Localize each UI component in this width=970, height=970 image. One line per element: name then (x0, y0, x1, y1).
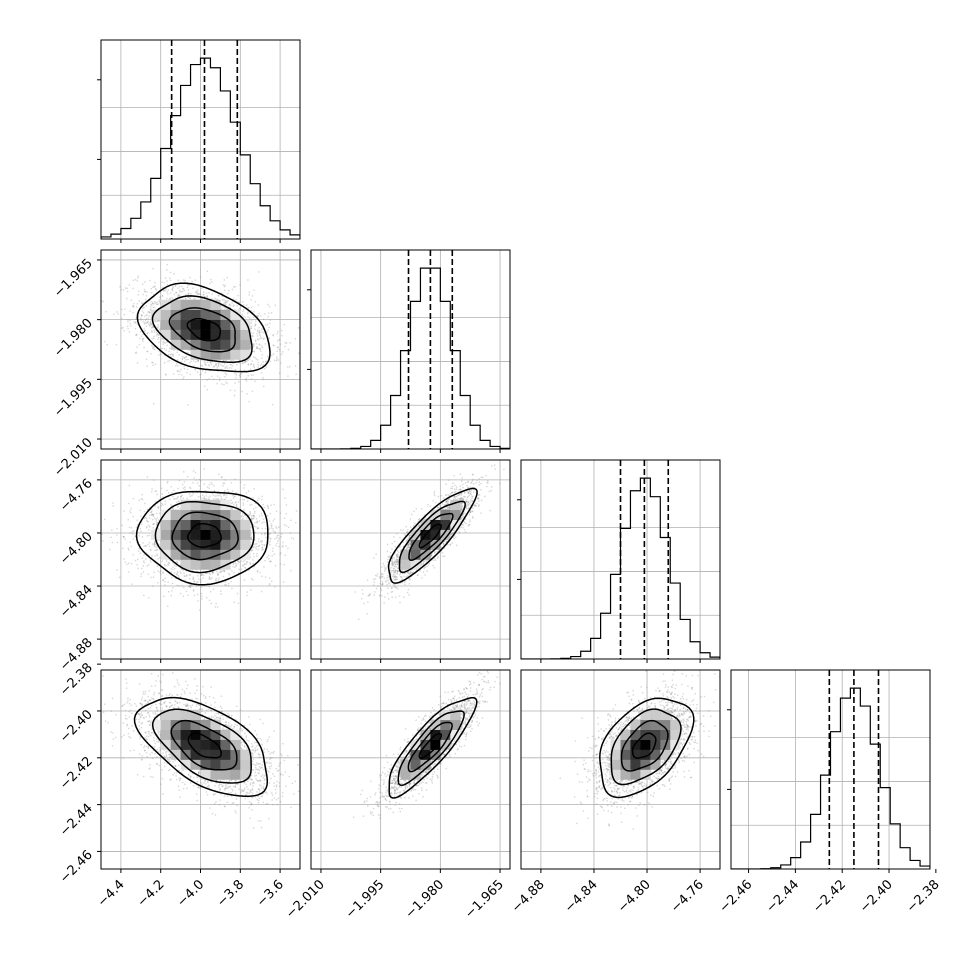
panel-frame-2-1 (310, 459, 511, 660)
contour-3-2-2 (620, 719, 669, 772)
contour-1-0-0 (136, 282, 271, 373)
scatter-panel-1-0 (97, 249, 301, 453)
y-tick-label-2-1: −4.84 (57, 582, 96, 621)
x-tick-label-0-3: −3.8 (214, 877, 247, 910)
histogram-panel-3 (727, 669, 937, 873)
x-tick-label-1-2: −1.980 (403, 877, 448, 922)
scatter-panel-2-1 (310, 459, 511, 663)
x-tick-label-1-0: −2.010 (283, 877, 328, 922)
contour-3-1-0 (388, 697, 478, 799)
contour-3-0-1 (151, 708, 252, 784)
panel-frame-3-2 (520, 669, 721, 870)
panel-frame-2-2 (520, 459, 721, 660)
contour-2-0-1 (154, 500, 255, 574)
contour-2-1-0 (387, 487, 478, 584)
histogram-panel-1 (307, 249, 511, 453)
y-tick-label-2-2: −4.80 (57, 529, 96, 568)
x-tick-label-3-3: −2.40 (857, 877, 896, 916)
panel-frame-3-3 (730, 669, 931, 870)
y-tick-label-2-3: −4.76 (57, 476, 96, 515)
contour-3-0-0 (133, 696, 269, 798)
contour-2-0-2 (171, 511, 239, 561)
x-tick-label-3-0: −2.46 (717, 877, 756, 916)
contour-2-1-2 (408, 512, 454, 562)
contour-2-0-0 (135, 490, 269, 586)
histogram-step-3 (731, 687, 930, 869)
histogram-panel-2 (517, 459, 721, 663)
x-tick-label-3-4: −2.38 (904, 877, 943, 916)
contour-3-0-3 (187, 732, 222, 759)
x-tick-label-0-1: −4.2 (135, 877, 168, 910)
contour-3-1-3 (418, 733, 443, 760)
density-cells-3-1 (400, 709, 461, 780)
x-tick-label-0-4: −3.6 (254, 877, 287, 910)
x-tick-label-1-3: −1.965 (462, 877, 507, 922)
contour-3-2-0 (599, 697, 695, 799)
contour-1-0-3 (186, 317, 222, 342)
contour-3-1-2 (407, 721, 453, 773)
histogram-step-0 (101, 57, 300, 239)
panel-frame-3-1 (310, 669, 511, 870)
y-tick-label-1-2: −1.980 (51, 316, 96, 361)
x-tick-label-3-2: −2.42 (810, 877, 849, 916)
x-tick-label-2-0: −4.88 (509, 877, 548, 916)
panel-frame-1-1 (310, 249, 511, 450)
contour-3-1-1 (397, 710, 465, 787)
contour-3-2-1 (610, 708, 682, 786)
x-tick-label-0-0: −4.4 (95, 877, 128, 910)
y-tick-label-3-3: −2.40 (57, 707, 96, 746)
x-tick-label-2-1: −4.84 (562, 877, 601, 916)
x-tick-label-2-2: −4.80 (615, 877, 654, 916)
density-cells-3-2 (610, 709, 681, 780)
contour-1-0-1 (151, 295, 253, 363)
x-tick-label-3-1: −2.44 (763, 877, 802, 916)
scatter-panel-3-2 (520, 669, 721, 873)
y-tick-label-1-3: −1.965 (51, 256, 96, 301)
histogram-step-1 (311, 267, 510, 449)
contour-1-0-2 (168, 307, 236, 353)
histogram-panel-0 (97, 39, 301, 243)
contour-3-0-2 (170, 719, 238, 771)
contour-2-1-3 (418, 523, 443, 549)
x-tick-label-2-3: −4.76 (668, 877, 707, 916)
contour-2-1-1 (398, 500, 466, 574)
scatter-panel-3-1 (310, 669, 511, 873)
y-tick-label-3-2: −2.42 (57, 754, 96, 793)
contour-2-0-3 (187, 522, 222, 548)
y-tick-label-3-0: −2.46 (57, 848, 96, 887)
y-tick-label-1-1: −1.995 (51, 376, 96, 421)
contour-3-2-3 (631, 732, 657, 759)
x-tick-label-0-2: −4.0 (174, 877, 207, 910)
scatter-panel-3-0 (97, 663, 301, 873)
y-tick-label-1-0: −2.010 (51, 435, 96, 480)
scatter-panel-2-0 (97, 459, 301, 663)
y-tick-label-3-1: −2.44 (57, 801, 96, 840)
x-tick-label-1-1: −1.995 (343, 877, 388, 922)
